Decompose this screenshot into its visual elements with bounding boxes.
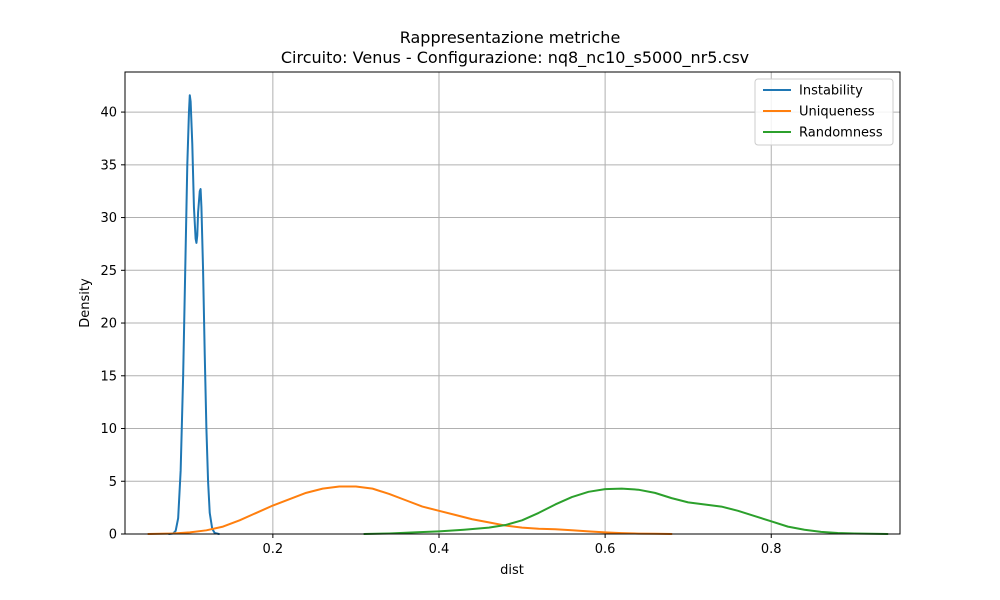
y-tick-label: 25: [100, 264, 117, 279]
y-tick-label: 10: [100, 422, 117, 437]
legend-box: [754, 78, 894, 146]
y-tick-label: 40: [100, 106, 117, 121]
y-tick-label: 15: [100, 369, 117, 384]
x-axis-label: dist: [500, 563, 524, 578]
series-group: [147, 94, 889, 535]
x-tick-label: 0.2: [263, 542, 284, 557]
chart-title-line-2: Circuito: Venus - Configurazione: nq8_nc…: [281, 48, 749, 68]
x-tick-label: 0.4: [429, 542, 450, 557]
y-axis-label: Density: [78, 278, 93, 328]
legend-label-instability: Instability: [799, 84, 863, 99]
y-tick-label: 20: [100, 317, 117, 332]
x-tick-label: 0.6: [595, 542, 616, 557]
chart-title-line-1: Rappresentazione metriche: [400, 28, 621, 47]
series-line-instability: [168, 94, 220, 535]
ticks: 0.2 0.4 0.6 0.8 0 5 10 15 20 25 30 35 40: [100, 106, 781, 557]
y-tick-label: 5: [109, 475, 117, 490]
plot-frame: [124, 71, 901, 535]
y-tick-label: 35: [100, 158, 117, 173]
series-line-randomness: [363, 487, 889, 535]
series-line-uniqueness: [147, 485, 673, 535]
y-tick-label: 30: [100, 211, 117, 226]
legend: Instability Uniqueness Randomness: [754, 78, 894, 146]
y-tick-label: 0: [109, 528, 117, 543]
x-tick-label: 0.8: [761, 542, 782, 557]
legend-label-randomness: Randomness: [799, 126, 883, 141]
legend-label-uniqueness: Uniqueness: [799, 105, 875, 120]
